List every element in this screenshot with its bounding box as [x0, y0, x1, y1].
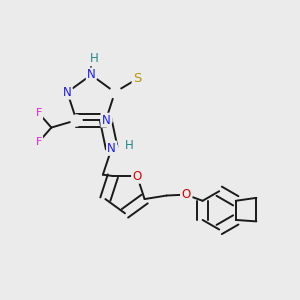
- Text: N: N: [87, 68, 95, 81]
- Text: N: N: [63, 86, 72, 99]
- Text: F: F: [36, 137, 42, 147]
- Text: S: S: [133, 73, 141, 85]
- Text: N: N: [101, 114, 110, 127]
- Text: H: H: [125, 139, 134, 152]
- Text: H: H: [125, 139, 134, 152]
- Text: O: O: [181, 188, 190, 201]
- Text: H: H: [90, 52, 98, 65]
- Text: O: O: [181, 188, 190, 201]
- Text: N: N: [107, 142, 116, 155]
- Text: F: F: [36, 108, 42, 118]
- Text: S: S: [133, 73, 141, 85]
- Text: H: H: [90, 52, 98, 65]
- Text: N: N: [107, 142, 116, 155]
- Text: F: F: [36, 108, 42, 118]
- Text: O: O: [133, 169, 142, 182]
- Text: O: O: [133, 169, 142, 182]
- Text: F: F: [36, 137, 42, 147]
